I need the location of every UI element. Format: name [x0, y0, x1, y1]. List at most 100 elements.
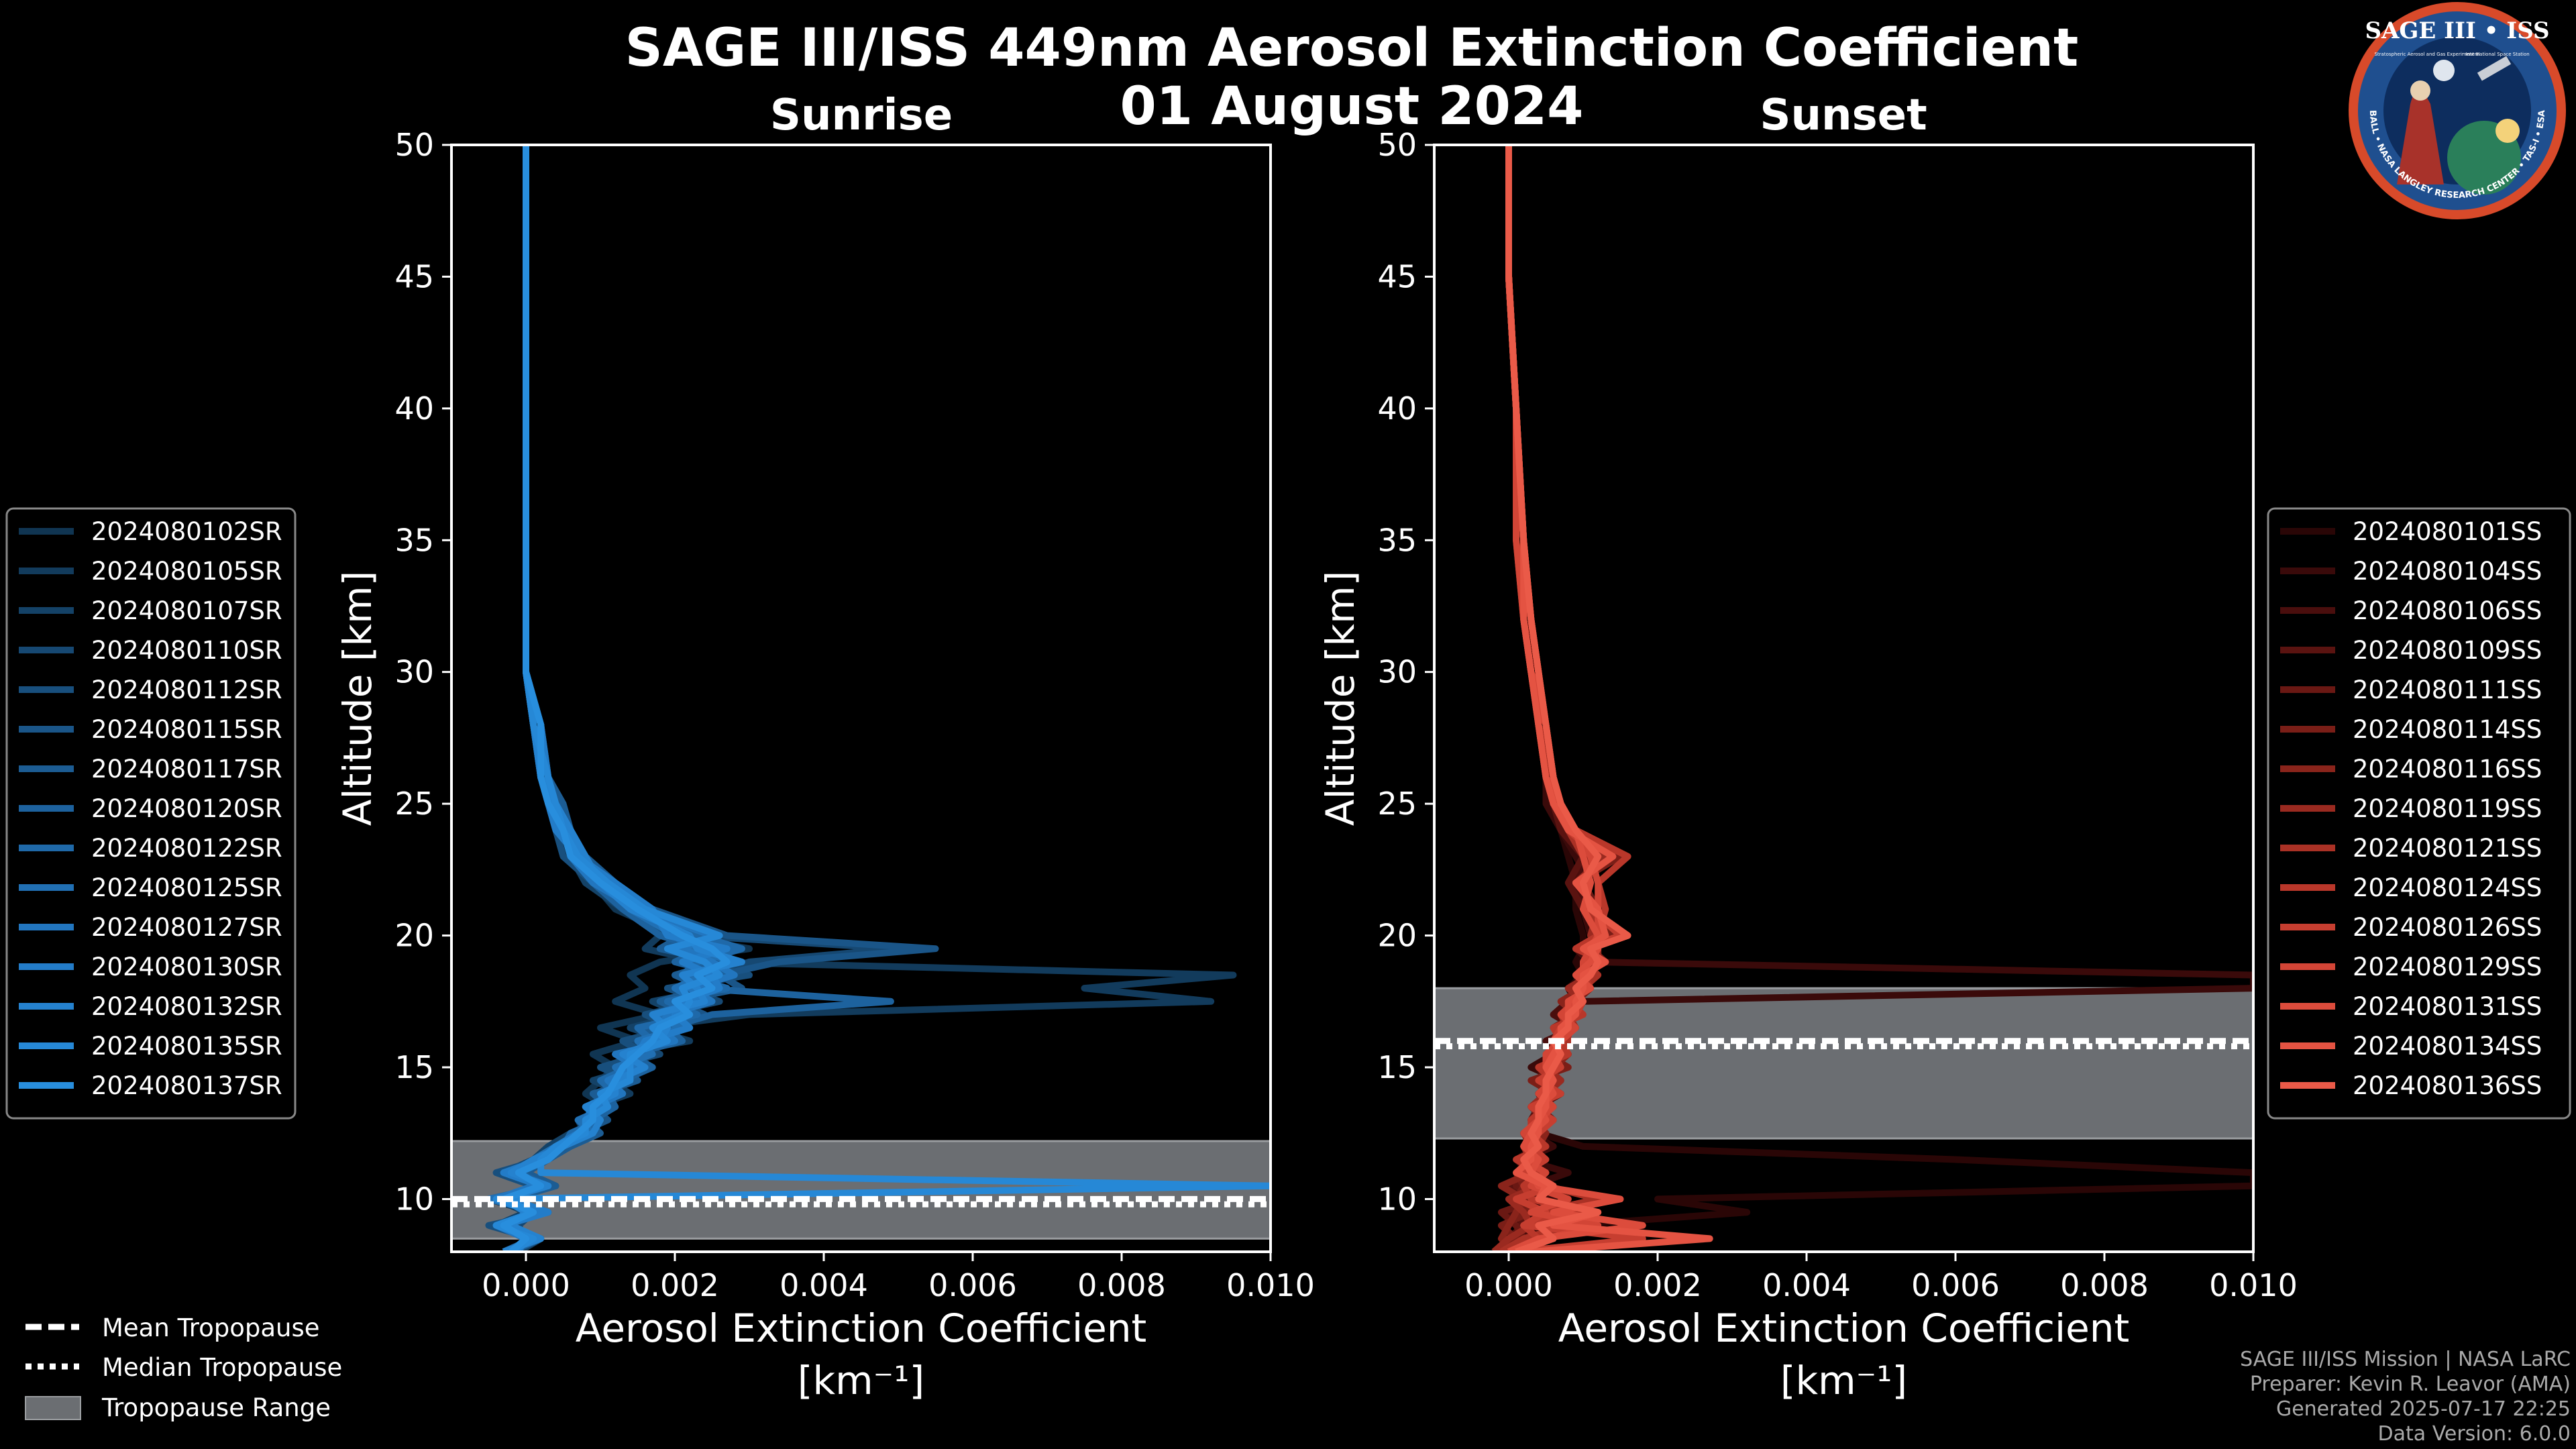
sunrise-legend-label: 2024080120SR	[91, 794, 282, 823]
sunrise-legend-label: 2024080137SR	[91, 1071, 282, 1100]
sunrise-ytick-label: 25	[394, 786, 434, 822]
credit-line-1: SAGE III/ISS Mission | NASA LaRC	[2240, 1348, 2571, 1371]
sunrise-ytick-label: 10	[394, 1181, 434, 1217]
sunset-xtick-label: 0.006	[1911, 1267, 2000, 1303]
sunset-xtick-label: 0.010	[2209, 1267, 2298, 1303]
figure-title-line1: SAGE III/ISS 449nm Aerosol Extinction Co…	[625, 18, 2079, 78]
sunrise-xtick-label: 0.006	[928, 1267, 1017, 1303]
credit-line-3: Generated 2025-07-17 22:25	[2276, 1397, 2571, 1421]
sun-icon	[2496, 119, 2520, 143]
sunset-legend-label: 2024080126SS	[2353, 913, 2542, 942]
patch-title-text: SAGE III • ISS	[2365, 17, 2549, 44]
sunset-legend-label: 2024080136SS	[2353, 1071, 2542, 1100]
sunset-legend-label: 2024080101SS	[2353, 517, 2542, 546]
sunset-legend-label: 2024080104SS	[2353, 557, 2542, 586]
sunrise-xtick-label: 0.002	[631, 1267, 719, 1303]
sunrise-xtick-label: 0.010	[1226, 1267, 1315, 1303]
sunrise-legend-label: 2024080132SR	[91, 992, 282, 1021]
sunrise-legend-label: 2024080112SR	[91, 676, 282, 704]
sunset-xtick-label: 0.000	[1464, 1267, 1553, 1303]
tropopause-range-label: Tropopause Range	[101, 1393, 331, 1422]
sunset-legend-label: 2024080131SS	[2353, 992, 2542, 1021]
sunset-ytick-label: 40	[1377, 390, 1417, 427]
sunset-subtitle: Sunset	[1760, 91, 1927, 140]
sunrise-ytick-label: 15	[394, 1049, 434, 1085]
sunset-ytick-label: 20	[1377, 918, 1417, 954]
mean-tropopause-label: Mean Tropopause	[102, 1313, 320, 1342]
sunset-ytick-label: 25	[1377, 786, 1417, 822]
sunrise-series-line-2024080137SR	[500, 145, 731, 1252]
sunrise-ytick-label: 20	[394, 918, 434, 954]
sunset-legend-label: 2024080119SS	[2353, 794, 2542, 823]
tropopause-range-swatch	[25, 1396, 81, 1420]
space-station-icon	[2477, 56, 2512, 81]
sunrise-ytick-label: 50	[394, 127, 434, 163]
sunrise-plot-content	[451, 145, 1271, 1252]
sunrise-xtick-label: 0.000	[482, 1267, 570, 1303]
sunset-legend-label: 2024080111SS	[2353, 676, 2542, 704]
sunset-xlabel-units: [km⁻¹]	[1780, 1358, 1907, 1403]
sunrise-ytick-label: 45	[394, 258, 434, 294]
sunrise-xtick-label: 0.004	[780, 1267, 868, 1303]
sunrise-xlabel: Aerosol Extinction Coefficient	[576, 1305, 1147, 1351]
sunset-panel: 0.000 0.002 0.004 0.006 0.008 0.010 10 15 20 25 30…	[1318, 127, 2298, 1403]
sunset-tropopause-range	[1434, 987, 2253, 1140]
patch-left-caption: Stratospheric Aerosol and Gas Experiment…	[2374, 52, 2479, 57]
sunset-legend-label: 2024080124SS	[2353, 873, 2542, 902]
figure-title-line2: 01 August 2024	[1120, 76, 1584, 137]
sunset-ytick-label: 45	[1377, 258, 1417, 294]
sunrise-legend-label: 2024080127SR	[91, 913, 282, 942]
sunrise-legend-label: 2024080110SR	[91, 636, 282, 665]
sunset-legend-label: 2024080106SS	[2353, 596, 2542, 625]
sunset-legend-label: 2024080121SS	[2353, 834, 2542, 863]
sunrise-legend-label: 2024080107SR	[91, 596, 282, 625]
sunrise-legend-box	[5, 507, 297, 1120]
sage-figure-icon	[2397, 91, 2444, 184]
sunrise-legend-label: 2024080135SR	[91, 1032, 282, 1061]
sunrise-legend-label: 2024080117SR	[91, 755, 282, 784]
median-tropopause-label: Median Tropopause	[102, 1353, 342, 1382]
sunrise-ytick-label: 40	[394, 390, 434, 427]
sunset-ytick-label: 50	[1377, 127, 1417, 163]
sunrise-panel: 0.000 0.002 0.004 0.006 0.008 0.010 10 15 20 25 30…	[335, 127, 1315, 1403]
sunset-legend-label: 2024080109SS	[2353, 636, 2542, 665]
sunset-legend-label: 2024080114SS	[2353, 715, 2542, 744]
sunset-ytick-label: 10	[1377, 1181, 1417, 1217]
sunrise-ytick-label: 30	[394, 654, 434, 690]
sunset-ytick-label: 35	[1377, 522, 1417, 558]
sunset-axes-frame	[1433, 144, 2255, 1253]
sunrise-subtitle: Sunrise	[770, 91, 953, 140]
sunrise-xtick-label: 0.008	[1077, 1267, 1166, 1303]
moon-icon	[2433, 60, 2455, 81]
sunset-legend-label: 2024080129SS	[2353, 953, 2542, 981]
sunrise-legend-label: 2024080102SR	[91, 517, 282, 546]
sage-iss-mission-patch: SAGE III • ISS Stratospheric Aerosol and…	[2349, 2, 2566, 219]
credit-line-4: Data Version: 6.0.0	[2378, 1422, 2571, 1446]
sunrise-xlabel-units: [km⁻¹]	[798, 1358, 924, 1403]
sunrise-axes-frame	[450, 144, 1272, 1253]
sunset-legend: 2024080101SS 2024080104SS 2024080106SS 2024…	[2267, 507, 2571, 1120]
sunrise-legend-label: 2024080130SR	[91, 953, 282, 981]
sunset-plot-content	[1434, 145, 2253, 1252]
sunrise-ytick-label: 35	[394, 522, 434, 558]
sunset-legend-box	[2267, 507, 2571, 1120]
sunrise-legend-label: 2024080122SR	[91, 834, 282, 863]
sunset-xtick-label: 0.002	[1613, 1267, 1702, 1303]
sunrise-plot-area	[451, 145, 1271, 1252]
sunset-xtick-label: 0.008	[2060, 1267, 2149, 1303]
sunset-xtick-label: 0.004	[1762, 1267, 1851, 1303]
sunset-ylabel: Altitude [km]	[1318, 571, 1363, 826]
credit-line-2: Preparer: Kevin R. Leavor (AMA)	[2250, 1373, 2571, 1396]
sunset-ytick-label: 30	[1377, 654, 1417, 690]
sunrise-ylabel: Altitude [km]	[335, 571, 380, 826]
sunrise-legend: 2024080102SR 2024080105SR 2024080107SR 2024…	[5, 507, 297, 1120]
sunset-xlabel: Aerosol Extinction Coefficient	[1558, 1305, 2130, 1351]
sunset-legend-label: 2024080116SS	[2353, 755, 2542, 784]
credits: SAGE III/ISS Mission | NASA LaRC Prepare…	[2240, 1348, 2571, 1446]
sunset-ytick-label: 15	[1377, 1049, 1417, 1085]
sage-head-icon	[2410, 80, 2430, 101]
patch-right-caption: International Space Station	[2465, 52, 2529, 57]
sunset-legend-label: 2024080134SS	[2353, 1032, 2542, 1061]
tropopause-legend: Mean Tropopause Median Tropopause Tropop…	[25, 1313, 342, 1422]
